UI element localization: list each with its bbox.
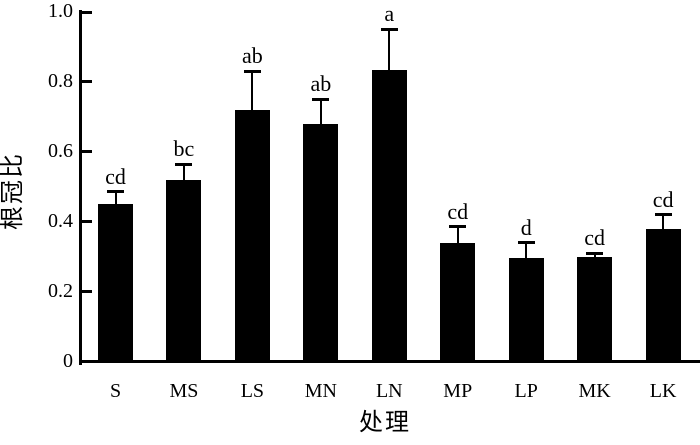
x-tick-label-LN: LN xyxy=(375,380,403,402)
error-bar-line-LS xyxy=(251,71,254,110)
error-bar-line-MP xyxy=(456,226,459,243)
error-bar-cap-LN xyxy=(380,27,398,31)
sig-letter-LS: ab xyxy=(242,43,263,69)
x-tick-label-LS: LS xyxy=(240,380,265,402)
x-axis-title: 处理 xyxy=(359,410,411,436)
y-tick-0.4 xyxy=(82,220,92,224)
error-bar-cap-LP xyxy=(517,241,535,245)
sig-letter-S: cd xyxy=(105,163,126,189)
bar-MP xyxy=(440,242,476,363)
error-bar-line-S xyxy=(114,191,117,205)
error-bar-cap-MS xyxy=(175,162,193,166)
bar-LN xyxy=(371,69,407,363)
bar-S xyxy=(98,204,133,363)
y-tick-label-0.6: 0.6 xyxy=(48,139,73,162)
bar-LP xyxy=(508,258,544,363)
error-bar-cap-MK xyxy=(586,251,604,255)
y-tick-label-0.8: 0.8 xyxy=(48,69,73,92)
error-bar-line-MK xyxy=(593,253,596,257)
y-tick-1.0 xyxy=(82,10,92,14)
error-bar-line-LN xyxy=(388,29,391,70)
y-tick-0.6 xyxy=(82,150,92,154)
bar-LS xyxy=(234,109,270,363)
error-bar-line-LP xyxy=(525,242,528,259)
error-bar-line-LK xyxy=(662,214,665,229)
x-tick-label-MS: MS xyxy=(169,380,199,402)
x-tick-label-MN: MN xyxy=(304,380,337,402)
x-tick-label-S: S xyxy=(109,380,122,402)
x-tick-label-MP: MP xyxy=(443,380,473,402)
bar-MS xyxy=(166,179,202,363)
error-bar-cap-LS xyxy=(243,69,261,73)
error-bar-cap-MN xyxy=(312,97,330,101)
error-bar-cap-MP xyxy=(449,225,467,229)
sig-letter-LP: d xyxy=(520,214,532,240)
sig-letter-MN: ab xyxy=(310,71,332,97)
y-tick-label-0.2: 0.2 xyxy=(48,279,73,302)
y-tick-label-0: 0 xyxy=(63,349,73,372)
x-tick-label-LK: LK xyxy=(649,380,677,402)
bar-MK xyxy=(577,256,613,363)
x-tick-label-LP: LP xyxy=(514,380,538,402)
y-tick-0.8 xyxy=(82,80,92,84)
sig-letter-MK: cd xyxy=(584,225,606,251)
y-axis-line xyxy=(79,10,82,365)
sig-letter-MS: bc xyxy=(173,136,195,162)
error-bar-line-MS xyxy=(182,164,185,180)
y-tick-label-0.4: 0.4 xyxy=(48,209,73,232)
y-tick-label-1.0: 1.0 xyxy=(48,0,73,22)
bar-MN xyxy=(303,123,339,363)
x-tick-label-MK: MK xyxy=(578,380,611,402)
error-bar-cap-S xyxy=(107,190,124,194)
error-bar-line-MN xyxy=(319,99,322,124)
sig-letter-LK: cd xyxy=(652,186,674,212)
y-tick-0.2 xyxy=(82,290,92,294)
bar-LK xyxy=(645,228,681,363)
sig-letter-LN: a xyxy=(384,1,395,27)
error-bar-cap-LK xyxy=(654,213,672,217)
sig-letter-MP: cd xyxy=(447,198,469,224)
